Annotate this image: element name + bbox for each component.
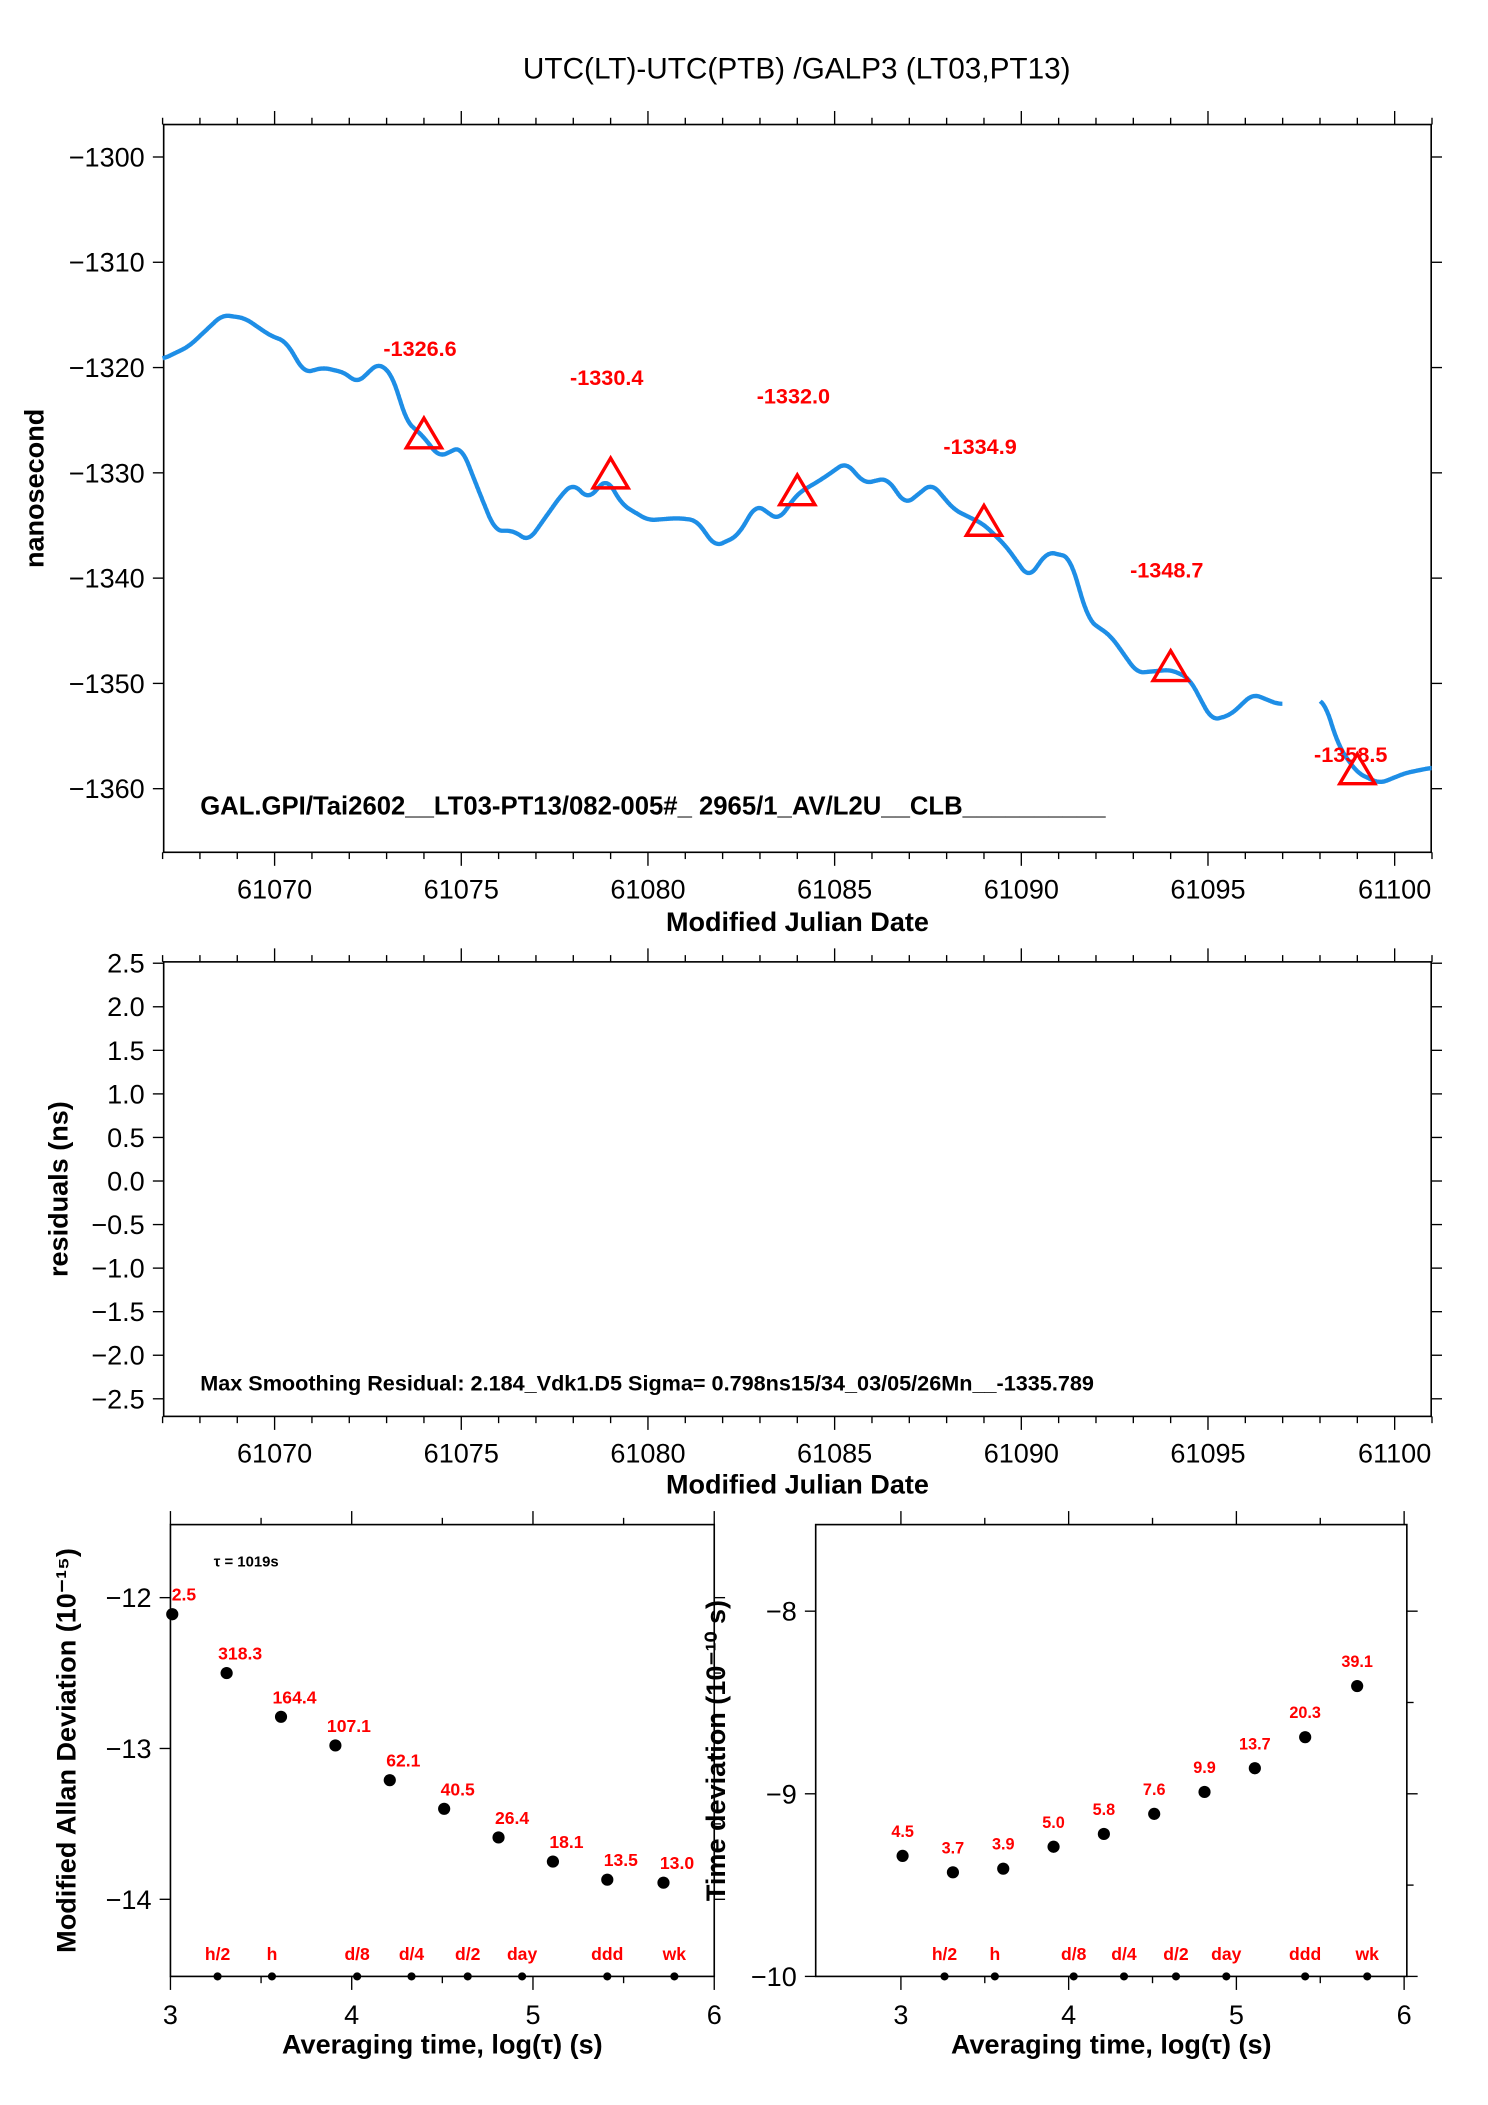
y-tick-label: −1.5 [91,1297,144,1327]
y-tick-label: 0.5 [107,1123,145,1153]
triangle-marker [1150,647,1192,683]
chart-title: UTC(LT)-UTC(PTB) /GALP3 (LT03,PT13) [523,53,1071,86]
x-tick-label: 61085 [797,874,872,904]
y-tick-label: −1300 [69,142,145,172]
y-tick-label: 1.5 [107,1036,145,1066]
y-tick-label: −1330 [69,458,145,488]
marker-label: -1332.0 [757,383,830,408]
marker-label: -1330.4 [570,365,643,390]
x-tick-label: 61075 [424,1438,499,1468]
plot-frame [162,961,1432,1418]
y-axis-title: nanosecond [19,409,49,568]
marker-label: -1358.5 [1314,742,1387,767]
y-tick-label: −1310 [69,248,145,278]
y-tick-label: −2.0 [91,1341,144,1371]
y-tick-label: 1.0 [107,1079,145,1109]
x-axis-title: Modified Julian Date [666,1469,929,1499]
y-tick-label: −1320 [69,353,145,383]
x-tick-label: 61075 [424,874,499,904]
x-tick-label: 61070 [237,1438,312,1468]
residuals-panel: 61070 61075 61080 61085 61090 61095 61100 2.5 2.… [44,948,1443,1499]
marker-label: -1334.9 [943,434,1016,459]
x-tick-label: 61090 [984,1438,1059,1468]
triangle-marker [590,454,632,490]
triangle-marker [776,471,818,507]
triangle-marker [1336,750,1378,786]
y-tick-label: −1340 [69,564,145,594]
x-tick-label: 61095 [1170,1438,1245,1468]
y-tick-label: −1.0 [91,1254,144,1284]
y-axis-title: residuals (ns) [44,1101,74,1277]
marker-label: -1348.7 [1130,558,1203,583]
y-tick-label: 2.5 [107,949,145,979]
x-axis-title: Modified Julian Date [666,907,929,937]
y-tick-label: −1360 [69,774,145,804]
x-tick-label: 61085 [797,1438,872,1468]
x-tick-label: 61090 [984,874,1059,904]
y-tick-label: −2.5 [91,1384,144,1414]
y-tick-label: −0.5 [91,1210,144,1240]
y-tick-label: 2.0 [107,992,145,1022]
x-tick-label: 61100 [1358,874,1431,904]
smoothed-curve [161,313,1432,784]
phase-panel: 61070 61075 61080 61085 61090 61095 61100 −1300… [19,111,1443,937]
triangle-marker [403,414,445,450]
phase-annotation: GAL.GPI/Tai2602__LT03-PT13/082-005#_ 296… [200,792,1106,820]
y-tick-label: −1350 [69,669,145,699]
triangle-marker [963,502,1005,537]
y-tick-label: 0.0 [107,1166,145,1196]
x-tick-label: 61100 [1358,1438,1431,1468]
x-tick-label: 61070 [237,874,312,904]
marker-label: -1326.6 [383,336,456,361]
x-tick-label: 61080 [610,874,685,904]
x-tick-label: 61080 [610,1438,685,1468]
x-tick-label: 61095 [1170,874,1245,904]
plot-frame [162,123,1432,854]
